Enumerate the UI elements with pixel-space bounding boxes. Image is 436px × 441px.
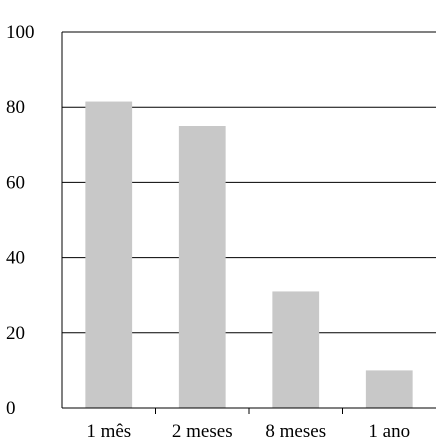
bars xyxy=(85,101,413,408)
y-tick-label: 100 xyxy=(6,22,35,43)
y-tick-label: 40 xyxy=(6,248,25,269)
y-tick-label: 20 xyxy=(6,323,25,344)
y-tick-labels: 0 20 40 60 80 100 xyxy=(6,22,35,419)
y-tick-label: 80 xyxy=(6,97,25,118)
bar-3 xyxy=(272,291,320,408)
x-tick-label: 1 ano xyxy=(368,421,410,441)
bar-4 xyxy=(365,370,413,408)
axes xyxy=(61,32,436,414)
x-tick-label: 1 mês xyxy=(86,421,131,441)
y-tick-label: 0 xyxy=(6,398,16,419)
bar-1 xyxy=(85,101,133,408)
x-tick-labels: 1 mês 2 meses 8 meses 1 ano xyxy=(86,421,410,441)
x-tick-label: 2 meses xyxy=(172,421,233,441)
y-tick-label: 60 xyxy=(6,172,25,193)
bar-2 xyxy=(178,126,226,408)
x-tick-label: 8 meses xyxy=(265,421,326,441)
